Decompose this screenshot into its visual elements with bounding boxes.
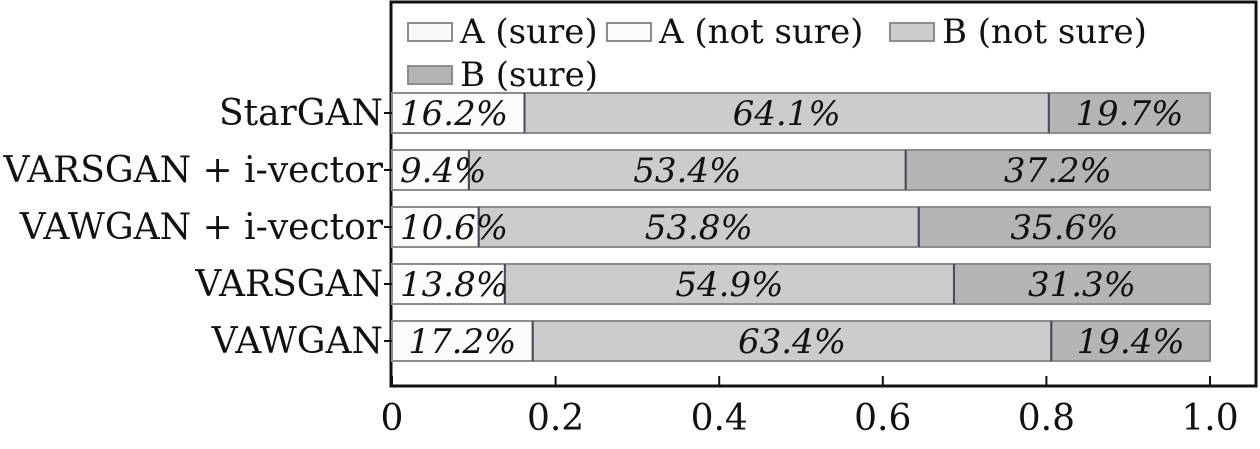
x-tick-label: 0.4: [691, 398, 748, 439]
legend-label: B (not sure): [942, 12, 1147, 52]
legend-label: A (not sure): [658, 12, 863, 52]
x-tick-label: 0.6: [854, 398, 911, 439]
bars-layer: 16.2% 64.1% 19.7% 9.4% 53.4% 37.2% 10.6% 53.8% 3…: [391, 92, 1211, 362]
legend-label: B (sure): [460, 55, 598, 95]
category-label: VARSGAN + i-vector: [3, 150, 384, 191]
data-label: 37.2%: [1004, 151, 1112, 191]
bar-segment: [917, 206, 1211, 248]
data-label: 13.8%: [400, 265, 508, 305]
bar-segment: [391, 149, 470, 191]
bar-segment: [467, 149, 907, 191]
data-label: 9.4%: [400, 151, 486, 191]
x-tick-label: 0.8: [1018, 398, 1075, 439]
category-label: VAWGAN + i-vector: [19, 207, 384, 248]
category-label: StarGAN: [219, 93, 383, 134]
data-label: 35.6%: [1010, 208, 1118, 248]
legend-swatch: [407, 22, 453, 42]
data-label: 16.2%: [400, 94, 508, 134]
data-label: 17.2%: [408, 322, 516, 362]
x-ticks-layer: 0 0.2 0.4 0.6 0.8 1.0: [381, 376, 1239, 439]
data-label: 63.4%: [738, 322, 846, 362]
data-label: 64.1%: [733, 94, 841, 134]
data-label: 19.4%: [1077, 322, 1185, 362]
legend: A (sure) A (not sure) B (not sure) B (sure): [407, 12, 1147, 95]
data-label: 10.6%: [400, 208, 508, 248]
data-label: 19.7%: [1075, 94, 1183, 134]
x-tick-label: 0.2: [527, 398, 584, 439]
bar-segment: [1047, 92, 1211, 134]
category-label: VARSGAN: [194, 264, 383, 305]
bar-segment: [1050, 320, 1211, 362]
data-label: 53.4%: [633, 151, 741, 191]
legend-swatch: [407, 65, 453, 85]
legend-swatch: [606, 22, 652, 42]
category-ticks-layer: StarGAN VARSGAN + i-vector VAWGAN + i-vect…: [3, 93, 392, 362]
data-label: 53.8%: [645, 208, 753, 248]
data-label: 54.9%: [675, 265, 783, 305]
bar-segment: [523, 92, 1050, 134]
bar-segment: [503, 263, 955, 305]
legend-label: A (sure): [459, 12, 598, 52]
category-label: VAWGAN: [211, 321, 383, 362]
bar-segment: [904, 149, 1211, 191]
x-tick-label: 1.0: [1181, 398, 1238, 439]
data-label: 31.3%: [1028, 265, 1136, 305]
plot-frame: [389, 0, 1258, 388]
legend-swatch: [889, 22, 935, 42]
x-tick-label: 0: [381, 398, 404, 439]
